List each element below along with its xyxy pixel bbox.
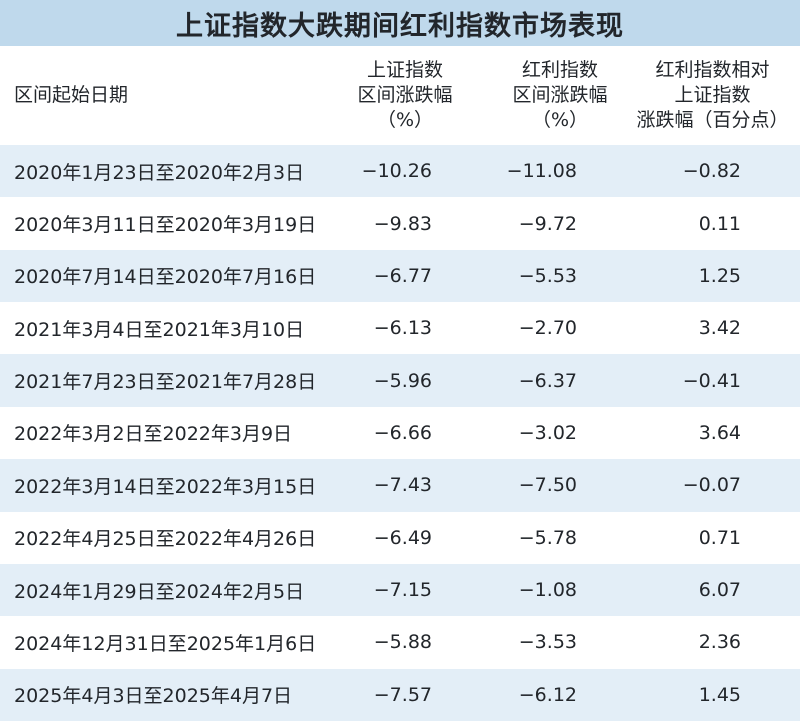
cell-shanghai-change: −7.57 <box>373 683 432 706</box>
cell-relative-change: 6.07 <box>698 579 741 602</box>
header-shanghai-line1: 上证指数 <box>366 59 443 81</box>
cell-relative-change: 0.11 <box>698 212 741 235</box>
cell-relative-change: 2.36 <box>698 631 741 654</box>
cell-shanghai-change: −6.66 <box>373 421 432 444</box>
cell-dividend-change: −3.02 <box>518 421 577 444</box>
table-row: 2020年1月23日至2020年2月3日 −10.26 −11.08 −0.82 <box>0 145 800 198</box>
title-banner: 上证指数大跌期间红利指数市场表现 <box>0 0 800 46</box>
cell-shanghai-change: −6.77 <box>373 264 432 287</box>
header-dividend-line2: 区间涨跌幅 <box>512 84 608 106</box>
cell-dividend-change: −11.08 <box>506 160 577 183</box>
cell-shanghai-change: −6.13 <box>373 317 432 340</box>
cell-relative-change: 3.64 <box>698 421 741 444</box>
cell-dividend-change: −5.78 <box>518 526 577 549</box>
header-dividend: 红利指数 区间涨跌幅 （%） <box>485 46 635 145</box>
header-relative: 红利指数相对 上证指数 涨跌幅（百分点） <box>625 46 800 145</box>
cell-relative-change: −0.07 <box>682 474 741 497</box>
cell-date: 2024年1月29日至2024年2月5日 <box>14 580 305 603</box>
header-date: 区间起始日期 <box>14 46 314 145</box>
cell-relative-change: 1.25 <box>698 264 741 287</box>
cell-relative-change: 1.45 <box>698 683 741 706</box>
table-row: 2024年1月29日至2024年2月5日 −7.15 −1.08 6.07 <box>0 563 800 617</box>
header-relative-line2: 上证指数 <box>674 84 751 106</box>
cell-date: 2020年7月14日至2020年7月16日 <box>14 266 317 289</box>
cell-relative-change: −0.82 <box>682 160 741 183</box>
cell-dividend-change: −6.12 <box>518 683 577 706</box>
cell-date: 2020年3月11日至2020年3月19日 <box>14 214 317 237</box>
cell-date: 2024年12月31日至2025年1月6日 <box>14 632 317 655</box>
table-header: 区间起始日期 上证指数 区间涨跌幅 （%） 红利指数 区间涨跌幅 （%） 红利指… <box>0 46 800 145</box>
table-row: 2020年7月14日至2020年7月16日 −6.77 −5.53 1.25 <box>0 249 800 303</box>
cell-date: 2022年3月2日至2022年3月9日 <box>14 423 293 446</box>
header-shanghai-line2: 区间涨跌幅 <box>357 84 453 106</box>
cell-date: 2022年3月14日至2022年3月15日 <box>14 475 317 498</box>
cell-relative-change: 0.71 <box>698 526 741 549</box>
header-relative-line1: 红利指数相对 <box>655 59 770 81</box>
cell-date: 2025年4月3日至2025年4月7日 <box>14 685 293 708</box>
table-row: 2021年7月23日至2021年7月28日 −5.96 −6.37 −0.41 <box>0 354 800 407</box>
cell-shanghai-change: −9.83 <box>373 212 432 235</box>
page-title: 上证指数大跌期间红利指数市场表现 <box>176 10 624 42</box>
header-dividend-line3: （%） <box>531 109 589 131</box>
header-date-label: 区间起始日期 <box>14 84 129 106</box>
table-row: 2022年3月14日至2022年3月15日 −7.43 −7.50 −0.07 <box>0 459 800 512</box>
cell-relative-change: −0.41 <box>682 369 741 392</box>
cell-dividend-change: −7.50 <box>518 474 577 497</box>
table-row: 2024年12月31日至2025年1月6日 −5.88 −3.53 2.36 <box>0 616 800 669</box>
cell-dividend-change: −1.08 <box>518 579 577 602</box>
cell-dividend-change: −3.53 <box>518 631 577 654</box>
cell-shanghai-change: −6.49 <box>373 526 432 549</box>
table-row: 2020年3月11日至2020年3月19日 −9.83 −9.72 0.11 <box>0 197 800 250</box>
header-shanghai-line3: （%） <box>376 109 434 131</box>
header-relative-line3: 涨跌幅（百分点） <box>636 109 789 131</box>
table-row: 2025年4月3日至2025年4月7日 −7.57 −6.12 1.45 <box>0 668 800 721</box>
cell-shanghai-change: −7.15 <box>373 579 432 602</box>
header-shanghai: 上证指数 区间涨跌幅 （%） <box>330 46 480 145</box>
cell-dividend-change: −6.37 <box>518 369 577 392</box>
table-row: 2022年4月25日至2022年4月26日 −6.49 −5.78 0.71 <box>0 511 800 564</box>
cell-shanghai-change: −5.96 <box>373 369 432 392</box>
cell-shanghai-change: −10.26 <box>361 160 432 183</box>
header-dividend-line1: 红利指数 <box>521 59 598 81</box>
cell-shanghai-change: −5.88 <box>373 631 432 654</box>
cell-date: 2022年4月25日至2022年4月26日 <box>14 528 317 551</box>
cell-date: 2021年7月23日至2021年7月28日 <box>14 371 317 394</box>
cell-date: 2021年3月4日至2021年3月10日 <box>14 318 305 341</box>
cell-dividend-change: −9.72 <box>518 212 577 235</box>
cell-dividend-change: −5.53 <box>518 264 577 287</box>
cell-shanghai-change: −7.43 <box>373 474 432 497</box>
table-body: 2020年1月23日至2020年2月3日 −10.26 −11.08 −0.82 202… <box>0 145 800 721</box>
cell-relative-change: 3.42 <box>698 317 741 340</box>
table-row: 2022年3月2日至2022年3月9日 −6.66 −3.02 3.64 <box>0 406 800 460</box>
cell-dividend-change: −2.70 <box>518 317 577 340</box>
table-row: 2021年3月4日至2021年3月10日 −6.13 −2.70 3.42 <box>0 302 800 355</box>
cell-date: 2020年1月23日至2020年2月3日 <box>14 161 305 184</box>
